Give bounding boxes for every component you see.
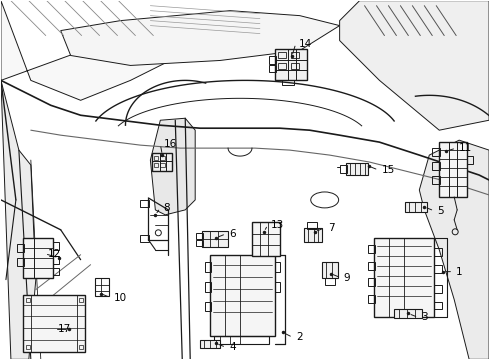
Bar bbox=[291, 53, 299, 58]
Bar bbox=[278, 63, 286, 69]
Bar bbox=[95, 278, 108, 296]
Bar bbox=[205, 302, 211, 311]
Bar bbox=[154, 156, 158, 160]
Bar bbox=[269, 66, 276, 72]
Bar bbox=[252, 222, 280, 256]
Bar bbox=[196, 233, 203, 239]
Text: 8: 8 bbox=[163, 203, 170, 213]
Text: 2: 2 bbox=[296, 332, 302, 342]
Text: 6: 6 bbox=[229, 229, 236, 239]
Text: 11: 11 bbox=[459, 143, 472, 153]
Bar bbox=[325, 278, 335, 285]
Bar bbox=[434, 248, 442, 256]
Bar bbox=[205, 262, 211, 272]
Bar bbox=[53, 242, 59, 250]
Text: 5: 5 bbox=[437, 206, 444, 216]
Text: 17: 17 bbox=[58, 324, 71, 334]
Text: 9: 9 bbox=[343, 273, 350, 283]
Polygon shape bbox=[1, 80, 36, 359]
Bar bbox=[26, 298, 30, 302]
Bar bbox=[17, 258, 24, 266]
Bar bbox=[439, 142, 467, 197]
Bar bbox=[53, 256, 59, 264]
Bar bbox=[23, 294, 85, 352]
Text: 10: 10 bbox=[114, 293, 126, 302]
Bar bbox=[196, 240, 203, 246]
Bar bbox=[467, 156, 473, 164]
Text: 4: 4 bbox=[229, 342, 236, 352]
Text: 12: 12 bbox=[48, 249, 61, 259]
Bar bbox=[78, 298, 83, 302]
Bar bbox=[205, 282, 211, 292]
Bar bbox=[282, 80, 294, 85]
Bar bbox=[275, 262, 280, 272]
Bar bbox=[304, 228, 322, 242]
Bar bbox=[160, 156, 165, 160]
Polygon shape bbox=[150, 118, 195, 215]
Bar bbox=[202, 231, 228, 247]
Polygon shape bbox=[61, 11, 340, 66]
Text: 1: 1 bbox=[456, 267, 463, 276]
Bar bbox=[152, 153, 172, 171]
Bar bbox=[368, 245, 375, 253]
Bar bbox=[322, 262, 338, 278]
Bar bbox=[278, 53, 286, 58]
Text: 3: 3 bbox=[421, 312, 428, 323]
Bar bbox=[200, 340, 220, 348]
Bar bbox=[432, 176, 440, 184]
Text: 7: 7 bbox=[328, 223, 334, 233]
Bar bbox=[434, 302, 442, 310]
Bar bbox=[434, 285, 442, 293]
Bar bbox=[291, 63, 299, 69]
Text: 13: 13 bbox=[271, 220, 284, 230]
Polygon shape bbox=[340, 1, 489, 130]
Bar bbox=[160, 163, 165, 167]
Polygon shape bbox=[419, 140, 489, 359]
Bar bbox=[368, 262, 375, 270]
Bar bbox=[374, 238, 434, 318]
Text: 16: 16 bbox=[163, 139, 176, 149]
Bar bbox=[394, 310, 422, 319]
Bar bbox=[432, 162, 440, 170]
Bar bbox=[368, 294, 375, 302]
Bar bbox=[434, 265, 442, 273]
Bar bbox=[141, 235, 149, 242]
Bar bbox=[78, 345, 83, 349]
Bar bbox=[53, 268, 59, 275]
Bar bbox=[405, 202, 427, 212]
Bar bbox=[214, 336, 269, 345]
Bar bbox=[23, 238, 53, 278]
Bar bbox=[210, 255, 275, 336]
Bar bbox=[345, 163, 368, 175]
Bar bbox=[141, 200, 149, 207]
Bar bbox=[17, 244, 24, 252]
Bar bbox=[432, 148, 440, 156]
Bar bbox=[269, 57, 276, 64]
Text: 14: 14 bbox=[299, 39, 312, 49]
Polygon shape bbox=[1, 1, 200, 100]
Bar bbox=[154, 163, 158, 167]
Bar bbox=[275, 282, 280, 292]
Text: 15: 15 bbox=[382, 165, 395, 175]
Bar bbox=[26, 345, 30, 349]
Bar bbox=[368, 278, 375, 285]
Bar bbox=[275, 49, 307, 80]
Bar bbox=[307, 222, 317, 229]
Bar bbox=[340, 165, 346, 173]
